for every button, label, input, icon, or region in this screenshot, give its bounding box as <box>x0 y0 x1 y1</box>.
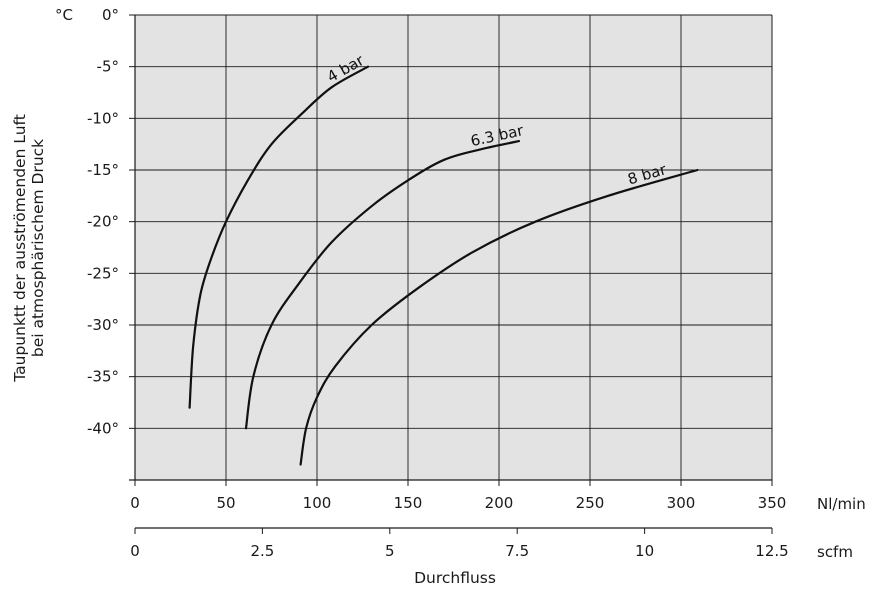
y-tick-label: -20° <box>87 213 119 231</box>
secondary-tick-label: 2.5 <box>250 542 274 560</box>
y-tick-label: 0° <box>102 6 119 24</box>
series-curve-8-bar <box>299 168 699 466</box>
x-unit-secondary-label: scfm <box>817 543 853 561</box>
y-tick-label: -30° <box>87 316 119 334</box>
x-tick-label: 50 <box>216 494 235 512</box>
plot-border <box>129 14 773 481</box>
grid <box>135 15 772 480</box>
y-axis-title-line-2: bei atmosphärischem Druck <box>29 139 47 357</box>
secondary-tick-label: 5 <box>385 542 395 560</box>
x-unit-primary-label: Nl/min <box>817 495 866 513</box>
x-tick-label: 150 <box>394 494 423 512</box>
x-tick-label: 250 <box>576 494 605 512</box>
secondary-ticks: 0 2.5 5 7.5 10 12.5 <box>130 528 789 560</box>
secondary-tick-label: 12.5 <box>755 542 788 560</box>
x-tick-label: 200 <box>485 494 514 512</box>
x-tick-label: 300 <box>667 494 696 512</box>
y-tick-label: -25° <box>87 264 119 282</box>
secondary-tick-label: 10 <box>635 542 654 560</box>
series-curve-6-3-bar <box>244 140 521 430</box>
secondary-tick-label: 7.5 <box>505 542 529 560</box>
y-tick-label: -15° <box>87 161 119 179</box>
x-tick-label: 350 <box>758 494 787 512</box>
y-tick-label: -5° <box>97 58 119 76</box>
x-tick-label: 0 <box>130 494 140 512</box>
y-tick-label: -10° <box>87 109 119 127</box>
x-ticks: 0 50 100 150 200 250 300 350 <box>130 480 786 512</box>
y-ticks: 0° -5° -10° -15° -20° -25° -30° -35° -40° <box>87 6 135 481</box>
secondary-tick-label: 0 <box>130 542 140 560</box>
y-axis-title-line-1: Taupunktt der ausströmenden Luft <box>11 114 29 383</box>
x-tick-label: 100 <box>303 494 332 512</box>
y-tick-label: -35° <box>87 368 119 386</box>
series-curve-4-bar <box>188 65 370 409</box>
x-axis-title: Durchfluss <box>414 569 496 587</box>
y-tick-label: -40° <box>87 419 119 437</box>
plot-area <box>135 15 772 480</box>
y-axis-title: Taupunktt der ausströmenden Luft bei atm… <box>11 114 47 383</box>
y-unit-label: °C <box>55 6 73 24</box>
